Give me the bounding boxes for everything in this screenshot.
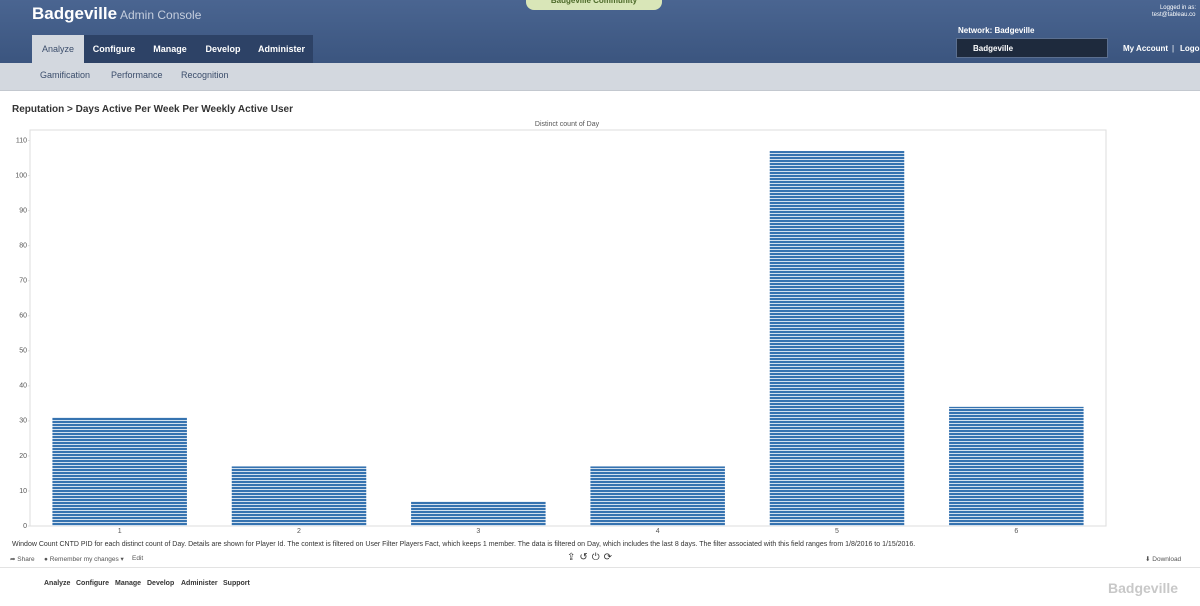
- subnav-tab[interactable]: Performance: [111, 70, 163, 80]
- y-tick-label: 50: [19, 348, 27, 355]
- y-tick-label: 70: [19, 278, 27, 285]
- bar: [769, 151, 905, 526]
- subnav: [0, 63, 1200, 91]
- y-tick-label: 100: [15, 172, 27, 179]
- remember-label: Remember my changes: [49, 556, 119, 563]
- bar: [231, 466, 367, 526]
- my-account-link[interactable]: My Account: [1123, 44, 1169, 53]
- footer-divider: [0, 567, 1200, 568]
- subnav-tab[interactable]: Recognition: [181, 70, 229, 80]
- y-tick-label: 40: [19, 383, 27, 390]
- bar: [52, 417, 187, 526]
- footer-link[interactable]: Analyze: [44, 580, 71, 587]
- y-tick-label: 90: [19, 207, 27, 214]
- y-tick-label: 30: [19, 418, 27, 425]
- x-tick-label: 2: [297, 528, 301, 535]
- viz-controls[interactable]: ⇪↺⏻⟳: [567, 552, 617, 563]
- y-tick-label: 110: [16, 137, 27, 144]
- x-tick-label: 3: [476, 528, 480, 535]
- nav-tab[interactable]: Analyze: [32, 35, 84, 63]
- nav-tab[interactable]: Develop: [196, 35, 250, 63]
- page-title: Reputation > Days Active Per Week Per We…: [12, 104, 293, 115]
- x-tick-label: 5: [835, 528, 839, 535]
- nav-tab[interactable]: Configure: [84, 35, 144, 63]
- footer-link[interactable]: Administer: [181, 580, 218, 587]
- y-tick-label: 20: [19, 453, 27, 460]
- subnav-tab[interactable]: Gamification: [40, 70, 91, 80]
- user-email: test@tableau.co: [1152, 12, 1196, 18]
- edit-button[interactable]: Edit: [132, 555, 144, 562]
- bar: [590, 466, 725, 526]
- logout-link[interactable]: Logout: [1180, 44, 1200, 53]
- separator: |: [1172, 44, 1175, 53]
- y-tick-label: 80: [19, 242, 27, 249]
- bar: [949, 406, 1084, 526]
- footer-logo: Badgeville: [1108, 580, 1179, 596]
- x-tick-label: 4: [656, 528, 660, 535]
- remember-button[interactable]: ● Remember my changes ▾: [44, 556, 124, 563]
- download-button[interactable]: ⬇ Download: [1145, 556, 1182, 563]
- download-label: Download: [1152, 556, 1182, 563]
- x-tick-label: 1: [118, 528, 122, 535]
- chart-title: Distinct count of Day: [535, 121, 600, 128]
- footer-link[interactable]: Configure: [76, 580, 110, 587]
- community-link[interactable]: Badgeville Community: [526, 0, 662, 10]
- plot-area: [29, 129, 1107, 527]
- nav-tab[interactable]: Manage: [144, 35, 196, 63]
- footer-link[interactable]: Develop: [147, 580, 175, 587]
- product-name: Admin Console: [120, 8, 202, 22]
- logged-in-label: Logged in as:: [1159, 5, 1196, 11]
- caption: Window Count CNTD PID for each distinct …: [12, 541, 916, 548]
- chart: Distinct count of Day 0 10 20 30 40 50 60 70 80 9…: [15, 121, 1107, 535]
- x-tick-label: 6: [1014, 528, 1018, 535]
- y-tick-label: 0: [23, 523, 27, 530]
- nav-tab[interactable]: Administer: [250, 35, 313, 63]
- network-select[interactable]: Badgeville: [956, 38, 1108, 58]
- brand: Badgeville: [32, 4, 118, 23]
- network-label: Network: Badgeville: [958, 26, 1035, 35]
- y-tick-label: 10: [19, 488, 27, 495]
- share-label: Share: [17, 556, 35, 563]
- share-button[interactable]: ➦ Share: [10, 556, 35, 563]
- y-tick-label: 60: [19, 313, 27, 320]
- footer-link[interactable]: Manage: [115, 580, 142, 587]
- bar: [411, 501, 546, 526]
- footer-link[interactable]: Support: [223, 580, 250, 587]
